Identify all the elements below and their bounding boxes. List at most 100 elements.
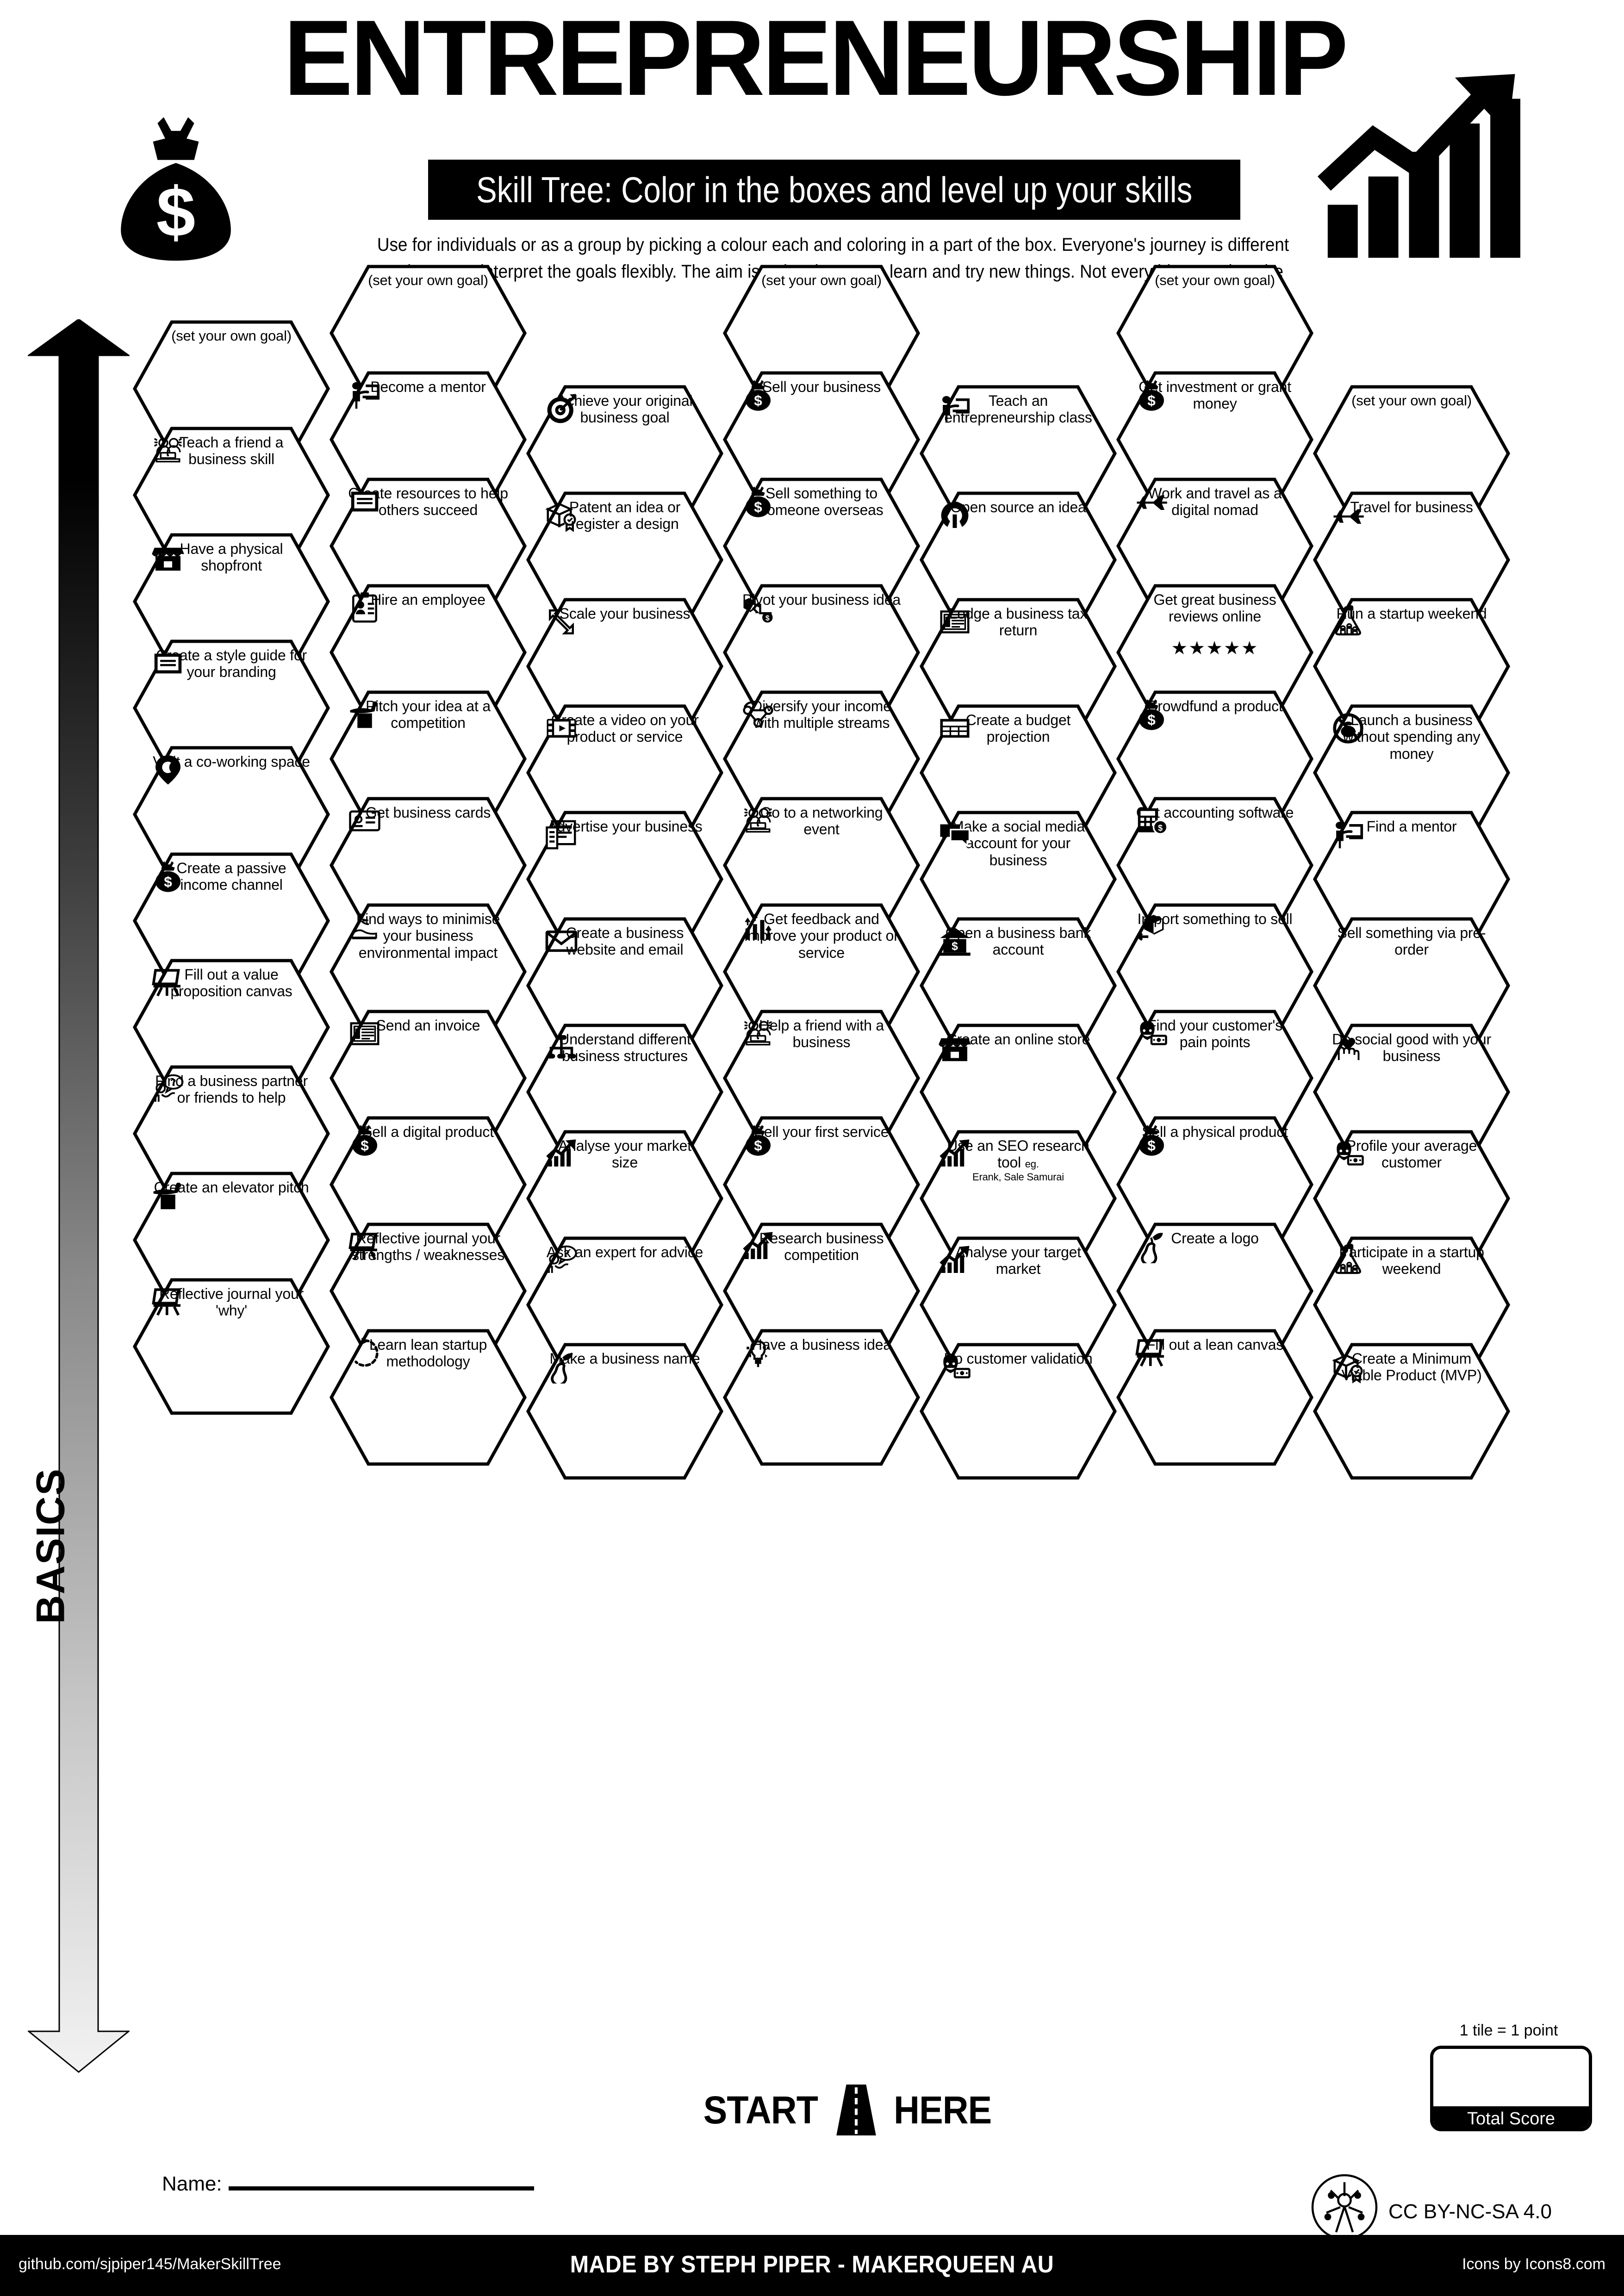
score-label: Total Score — [1433, 2106, 1589, 2128]
skill-tile[interactable]: Travel for business — [1312, 490, 1511, 629]
skill-tile-label: Launch a business without spending any m… — [1343, 712, 1481, 762]
skill-tile-label: Get investment or grant money — [1139, 379, 1291, 412]
skill-tile[interactable]: Make a business name — [525, 1342, 724, 1481]
skill-tile-label: Have a physical shopfront — [180, 540, 283, 574]
skill-tile[interactable]: Patent an idea or register a design — [525, 490, 724, 629]
page-header: $ ENTREPRENEURSHIP Skill Tree: Color in … — [0, 0, 1624, 309]
skill-tile-label: Sell a digital product — [362, 1123, 494, 1140]
level-arrow-graphic — [28, 319, 130, 2073]
skill-tile[interactable]: Do customer validation — [919, 1342, 1118, 1481]
road-icon — [836, 2085, 876, 2135]
skill-tile-label: Open a business bank account — [945, 925, 1091, 958]
footer-icons-credit[interactable]: Icons by Icons8.com — [1462, 2255, 1605, 2273]
skill-tile[interactable]: Do social good with your business — [1312, 1023, 1511, 1161]
skill-tile[interactable]: Teach a friend a business skill — [132, 426, 331, 565]
skill-tile[interactable]: (set your own goal) — [329, 264, 528, 403]
skill-tile[interactable]: Reflective journal your 'why' — [132, 1277, 331, 1416]
skill-tile[interactable]: Advertise your business — [525, 810, 724, 949]
skill-tile[interactable]: Participate in a startup weekend — [1312, 1235, 1511, 1374]
skill-tile-label: Create a Minimum Viable Product (MVP) — [1341, 1350, 1482, 1384]
skill-tile-label: (set your own goal) — [368, 272, 488, 288]
skill-tile-label: Send an invoice — [376, 1017, 480, 1034]
skill-tile-label: Get great business reviews online — [1153, 591, 1276, 625]
skill-tile[interactable]: Hire an employee — [329, 583, 528, 722]
skill-tile[interactable]: Learn lean startup methodology — [329, 1328, 528, 1467]
name-input-line[interactable] — [228, 2186, 534, 2191]
skill-tile-label: Diversify your income with multiple stre… — [752, 698, 891, 732]
skill-tile-label: Become a mentor — [370, 379, 486, 395]
skill-tile[interactable]: Use an SEO research tool eg. Erank, Sale … — [919, 1129, 1118, 1268]
skill-tile[interactable]: Scale your business — [525, 597, 724, 736]
skill-tile-label: Run a startup weekend — [1336, 605, 1487, 622]
skill-tile[interactable]: Fill out a lean canvas — [1115, 1328, 1314, 1467]
svg-text:$: $ — [1158, 823, 1163, 832]
skill-tile[interactable]: Create a Minimum Viable Product (MVP) — [1312, 1342, 1511, 1481]
svg-text:$: $ — [156, 174, 195, 252]
subtitle-text: Skill Tree: Color in the boxes and level… — [476, 169, 1193, 210]
skill-tile[interactable]: Fill out a value proposition canvas — [132, 958, 331, 1097]
skill-tile-label: Make a social media account for your bus… — [952, 818, 1085, 869]
skill-tile[interactable]: Import something to sell — [1115, 902, 1314, 1041]
growth-chart-icon — [1317, 74, 1520, 258]
skill-tile-label: (set your own goal) — [761, 272, 882, 288]
skill-tile-label: Understand different business structures — [559, 1031, 691, 1065]
subtitle-banner: Skill Tree: Color in the boxes and level… — [428, 160, 1240, 220]
skill-tile[interactable]: (set your own goal) — [1115, 264, 1314, 403]
skill-tile-label: Create an online store — [946, 1031, 1090, 1048]
skill-tile[interactable]: Have a physical shopfront — [132, 532, 331, 671]
skill-tile[interactable]: Pivot your business idea $ — [722, 583, 921, 722]
skill-tile-label: Profile your average customer — [1346, 1137, 1477, 1171]
skill-tile-label: Sell something to someone overseas — [759, 485, 884, 519]
skill-tile-label: (set your own goal) — [171, 328, 292, 344]
skill-tile-label: Create a logo — [1171, 1230, 1259, 1247]
five-stars-icon: ★★★★★ — [1171, 638, 1259, 658]
skill-tile-label: Make a business name — [549, 1350, 700, 1367]
skill-tile-label: Find a mentor — [1366, 818, 1457, 835]
skill-tile[interactable]: Analyse your market size — [525, 1129, 724, 1268]
skill-tile[interactable]: Create a video on your product or servic… — [525, 703, 724, 842]
skill-tile[interactable]: Profile your average customer — [1312, 1129, 1511, 1268]
skill-tile[interactable]: Have a business idea — [722, 1328, 921, 1467]
skill-tile[interactable]: Open source an idea — [919, 490, 1118, 629]
skill-tile[interactable]: Crowdfund a product $ — [1115, 689, 1314, 828]
skill-tile-label: Sell something via pre-order — [1337, 925, 1486, 958]
svg-text:?: ? — [170, 1077, 176, 1088]
skill-tile-label: Help a friend with a business — [759, 1017, 884, 1051]
start-here-marker: START HERE — [685, 2082, 1009, 2138]
skill-tile-label: Create a passive income channel — [176, 860, 286, 894]
skill-tile[interactable]: Get great business reviews online ★★★★★ — [1115, 583, 1314, 722]
skill-tile[interactable]: Sell something to someone overseas $ — [722, 477, 921, 615]
skill-tile-label: Sell your first service — [754, 1123, 889, 1140]
skill-tile-label: Pivot your business idea — [742, 591, 901, 608]
svg-text:$: $ — [1147, 712, 1156, 728]
money-bag-icon: $ — [121, 117, 231, 261]
skill-tile-label: Pitch your idea at a competition — [366, 698, 491, 732]
skill-tile[interactable]: Get feedback and improve your product or… — [722, 902, 921, 1041]
skill-tile[interactable]: Teach an entrepreneurship class — [919, 384, 1118, 523]
skill-tile-label: Reflective journal your strengths / weak… — [352, 1230, 504, 1264]
skill-tile[interactable]: Achieve your original business goal — [525, 384, 724, 523]
skill-tile[interactable]: Diversify your income with multiple stre… — [722, 689, 921, 828]
skill-tile-label: Get accounting software — [1136, 804, 1294, 821]
skill-tile-label: Analyse your market size — [558, 1137, 691, 1171]
skill-tile[interactable]: Become a mentor — [329, 370, 528, 509]
skill-tile-label: Create a business website and email — [566, 925, 684, 958]
skill-tile[interactable]: Find ways to minimise your business envi… — [329, 902, 528, 1041]
name-field[interactable]: Name: — [162, 2172, 534, 2196]
score-box[interactable]: Total Score — [1430, 2046, 1592, 2131]
skill-tile[interactable]: Get accounting software $ — [1115, 796, 1314, 935]
footer-repo-link[interactable]: github.com/sjpiper145/MakerSkillTree — [19, 2255, 281, 2273]
skill-tile-label: Find ways to minimise your business envi… — [356, 911, 500, 961]
svg-text:$: $ — [1147, 1137, 1156, 1154]
skill-tile[interactable]: Launch a business without spending any m… — [1312, 703, 1511, 842]
skill-tile[interactable]: Reflective journal your strengths / weak… — [329, 1222, 528, 1360]
skill-tile[interactable]: Send an invoice — [329, 1009, 528, 1148]
skill-tile-label: Teach a friend a business skill — [179, 434, 284, 468]
skill-tile[interactable]: Run a startup weekend — [1312, 597, 1511, 736]
score-input[interactable] — [1433, 2049, 1589, 2106]
skill-tile-label: Fill out a lean canvas — [1146, 1336, 1284, 1353]
skill-tile[interactable]: Sell something via pre-order — [1312, 916, 1511, 1055]
skill-tile[interactable]: Analyse your target market — [919, 1235, 1118, 1374]
skill-tile[interactable]: Get business cards — [329, 796, 528, 935]
skill-tile[interactable]: Find your customer's pain points — [1115, 1009, 1314, 1148]
